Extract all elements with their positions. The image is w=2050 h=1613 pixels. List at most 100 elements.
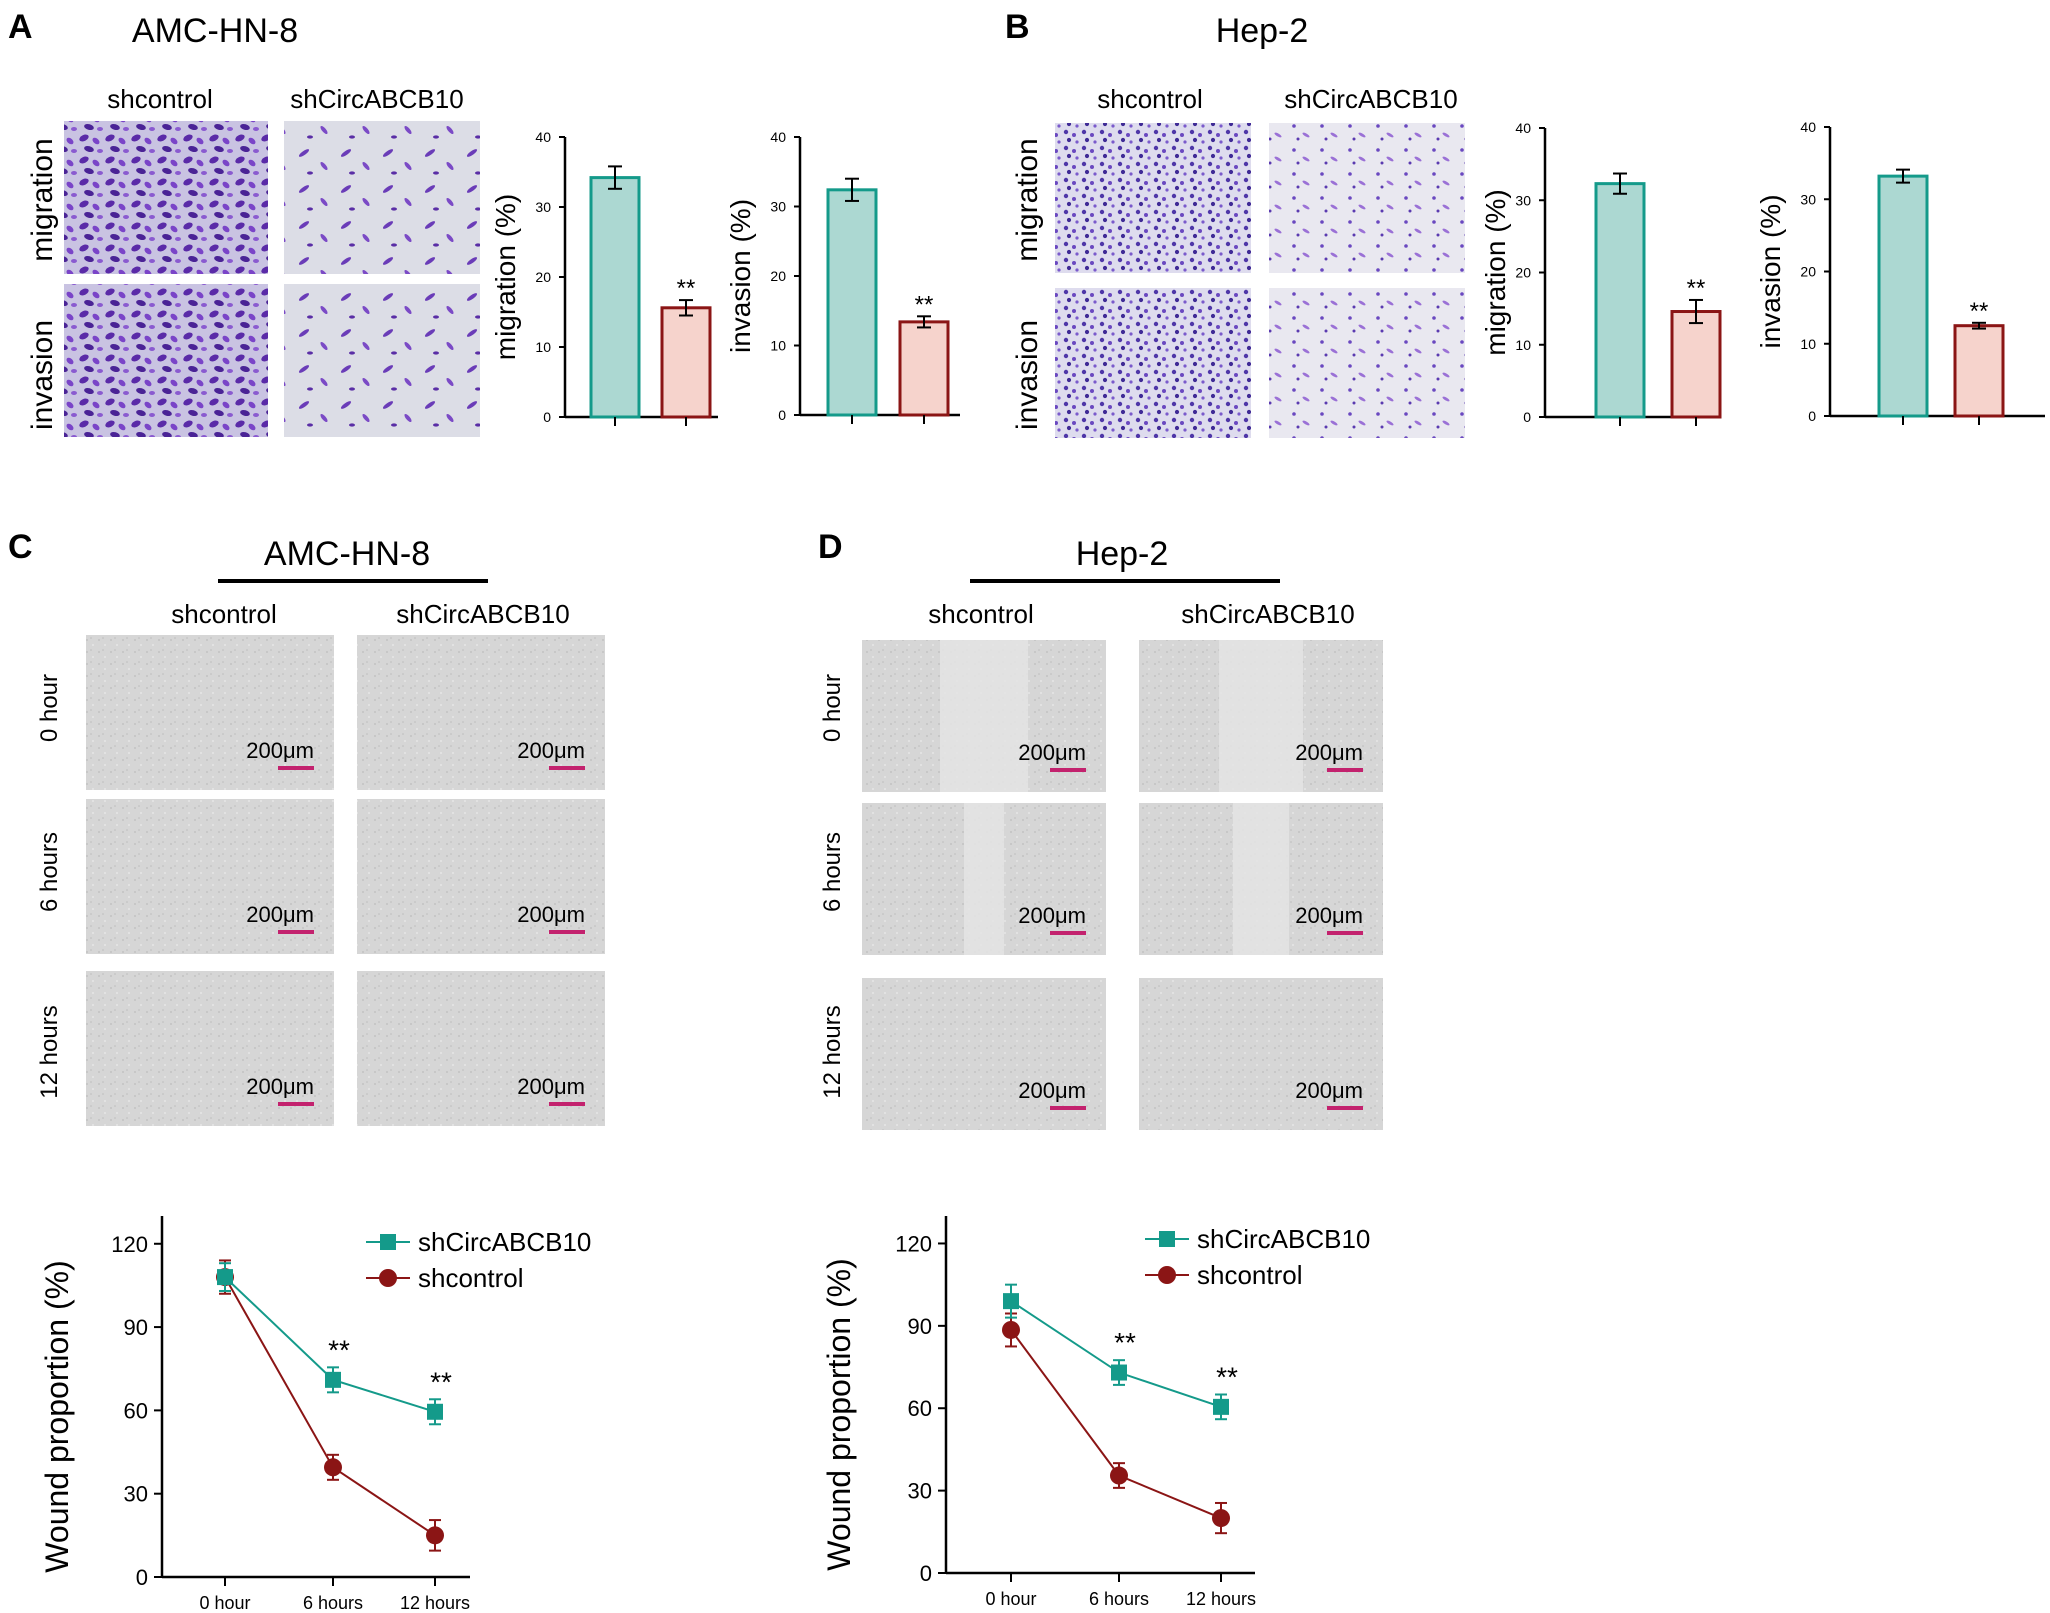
y-tick-label: 40 bbox=[535, 129, 551, 145]
y-tick-label: 0 bbox=[1808, 408, 1816, 424]
data-point-shCircABCB10 bbox=[427, 1403, 443, 1420]
micrograph-a-shcircabcb10-invasion bbox=[284, 284, 480, 437]
series-line-shcontrol bbox=[224, 1276, 436, 1537]
y-tick-label: 40 bbox=[1515, 120, 1531, 136]
panel-c-col-label-shcontrol: shcontrol bbox=[171, 599, 277, 629]
panel-c-row-label-0h: 0 hour bbox=[36, 674, 63, 742]
micrograph-a-shcontrol-invasion bbox=[64, 284, 268, 437]
panel-d-image-grid: 200μm 200μm 200μm 200μm 200μm 200μm bbox=[862, 640, 1383, 1130]
bar-shcontrol bbox=[1877, 174, 1929, 418]
scale-label-d-shcircabcb10-0: 200μm bbox=[1295, 740, 1363, 765]
chart-a-invasion: 0 10 20 30 40 invasion (%) ** bbox=[725, 129, 960, 424]
y-tick-label: 0 bbox=[1523, 409, 1531, 425]
panel-d-row-label-6h: 6 hours bbox=[819, 832, 846, 912]
micrograph-b-shcircabcb10-migration bbox=[1269, 123, 1465, 273]
wound-image-c-shcircabcb10-2 bbox=[357, 971, 605, 1126]
y-tick-label: 30 bbox=[124, 1482, 148, 1507]
panel-b-row-label-migration: migration bbox=[1011, 138, 1044, 261]
panel-b-row-label-invasion: invasion bbox=[1011, 320, 1044, 430]
significance-marker: ** bbox=[915, 291, 934, 318]
micrograph-a-shcircabcb10-migration bbox=[284, 121, 480, 274]
data-point-shCircABCB10 bbox=[217, 1269, 233, 1286]
y-axis-label: invasion (%) bbox=[1755, 194, 1786, 348]
panel-d-col-label-shcontrol: shcontrol bbox=[928, 599, 1034, 629]
y-tick-label: 30 bbox=[535, 199, 551, 215]
panel-a-row-label-migration: migration bbox=[26, 138, 59, 261]
data-point-shcontrol bbox=[1110, 1466, 1128, 1485]
panel-d-title: Hep-2 bbox=[1076, 535, 1169, 573]
wound-gap-d-shcircabcb10-1 bbox=[1233, 803, 1289, 955]
x-tick-label: 0 hour bbox=[199, 1593, 250, 1613]
y-tick-label: 30 bbox=[770, 199, 786, 215]
wound-image-c-shcontrol-0 bbox=[86, 635, 334, 790]
panel-letter-d: D bbox=[818, 528, 843, 566]
panel-c-title: AMC-HN-8 bbox=[264, 535, 430, 573]
y-tick-label: 60 bbox=[124, 1398, 148, 1423]
y-tick-label: 120 bbox=[895, 1231, 932, 1256]
significance-marker: ** bbox=[677, 275, 696, 302]
scale-label-d-shcontrol-1: 200μm bbox=[1018, 903, 1086, 928]
chart-d-wound: 0 30 60 90 120 0 hour 6 hours 12 hours Wound pro… bbox=[821, 1216, 1370, 1609]
panel-letter-c: C bbox=[8, 528, 33, 566]
y-tick-label: 0 bbox=[778, 407, 786, 423]
micrograph-b-shcontrol-invasion bbox=[1055, 288, 1251, 438]
significance-marker: ** bbox=[1114, 1327, 1136, 1358]
y-tick-label: 0 bbox=[136, 1565, 148, 1590]
scale-label-c-shcircabcb10-2: 200μm bbox=[517, 1074, 585, 1099]
chart-b-migration: 0 10 20 30 40 migration (%) ** bbox=[1480, 120, 1722, 426]
significance-marker: ** bbox=[1970, 298, 1989, 325]
wound-image-d-shcontrol-2 bbox=[862, 978, 1106, 1130]
y-tick-label: 30 bbox=[1800, 191, 1816, 207]
scale-label-c-shcircabcb10-0: 200μm bbox=[517, 738, 585, 763]
y-tick-label: 10 bbox=[1515, 337, 1531, 353]
panel-a-col-label-shcontrol: shcontrol bbox=[107, 84, 213, 114]
legend-label-shCircABCB10: shCircABCB10 bbox=[418, 1227, 591, 1257]
panel-b-col-label-shcircabcb10: shCircABCB10 bbox=[1284, 84, 1457, 114]
data-point-shcontrol bbox=[1212, 1509, 1230, 1528]
chart-a-migration: 0 10 20 30 40 migration (%) ** bbox=[490, 129, 718, 426]
data-point-shcontrol bbox=[1002, 1320, 1020, 1339]
panel-b-col-label-shcontrol: shcontrol bbox=[1097, 84, 1203, 114]
y-tick-label: 30 bbox=[1515, 192, 1531, 208]
y-tick-label: 90 bbox=[908, 1314, 932, 1339]
y-tick-label: 10 bbox=[535, 339, 551, 355]
bar-shcontrol bbox=[589, 176, 641, 419]
y-tick-label: 0 bbox=[920, 1561, 932, 1586]
panel-b-title: Hep-2 bbox=[1216, 12, 1309, 50]
bar-shCircABCB10 bbox=[898, 320, 950, 417]
panel-a-col-label-shcircabcb10: shCircABCB10 bbox=[290, 84, 463, 114]
panel-c-row-label-12h: 12 hours bbox=[36, 1005, 63, 1098]
bar-shcontrol bbox=[826, 188, 878, 417]
x-tick-label: 0 hour bbox=[985, 1589, 1036, 1609]
wound-image-c-shcircabcb10-1 bbox=[357, 799, 605, 954]
micrograph-b-shcircabcb10-invasion bbox=[1269, 288, 1465, 438]
panel-b: B Hep-2 shcontrol shCircABCB10 migration… bbox=[1005, 8, 1465, 438]
y-axis-label: invasion (%) bbox=[725, 199, 756, 353]
scale-label-c-shcontrol-1: 200μm bbox=[246, 902, 314, 927]
scale-label-d-shcircabcb10-1: 200μm bbox=[1295, 903, 1363, 928]
data-point-shcontrol bbox=[324, 1458, 342, 1477]
y-tick-label: 10 bbox=[1800, 336, 1816, 352]
panel-c: C AMC-HN-8 shcontrol shCircABCB10 0 hour… bbox=[8, 528, 605, 1126]
data-point-shcontrol bbox=[426, 1526, 444, 1545]
scale-label-c-shcontrol-0: 200μm bbox=[246, 738, 314, 763]
legend-marker-shCircABCB10 bbox=[1159, 1231, 1175, 1247]
significance-marker: ** bbox=[328, 1334, 350, 1365]
panel-a-title: AMC-HN-8 bbox=[132, 12, 298, 50]
significance-marker: ** bbox=[430, 1366, 452, 1397]
y-tick-label: 60 bbox=[908, 1396, 932, 1421]
y-tick-label: 20 bbox=[770, 268, 786, 284]
wound-image-c-shcontrol-2 bbox=[86, 971, 334, 1126]
bar-shcontrol bbox=[1594, 182, 1646, 419]
data-point-shCircABCB10 bbox=[1111, 1364, 1127, 1381]
y-tick-label: 90 bbox=[124, 1315, 148, 1340]
scale-label-c-shcontrol-2: 200μm bbox=[246, 1074, 314, 1099]
y-axis-label: Wound proportion (%) bbox=[821, 1258, 857, 1570]
y-tick-label: 20 bbox=[1515, 265, 1531, 281]
y-tick-label: 120 bbox=[111, 1232, 148, 1257]
y-axis-label: migration (%) bbox=[1480, 189, 1511, 355]
data-point-shCircABCB10 bbox=[325, 1371, 341, 1388]
chart-b-invasion: 0 10 20 30 40 invasion (%) ** bbox=[1755, 119, 2045, 425]
wound-gap-d-shcircabcb10-0 bbox=[1219, 640, 1303, 792]
legend-label-shcontrol: shcontrol bbox=[418, 1263, 524, 1293]
